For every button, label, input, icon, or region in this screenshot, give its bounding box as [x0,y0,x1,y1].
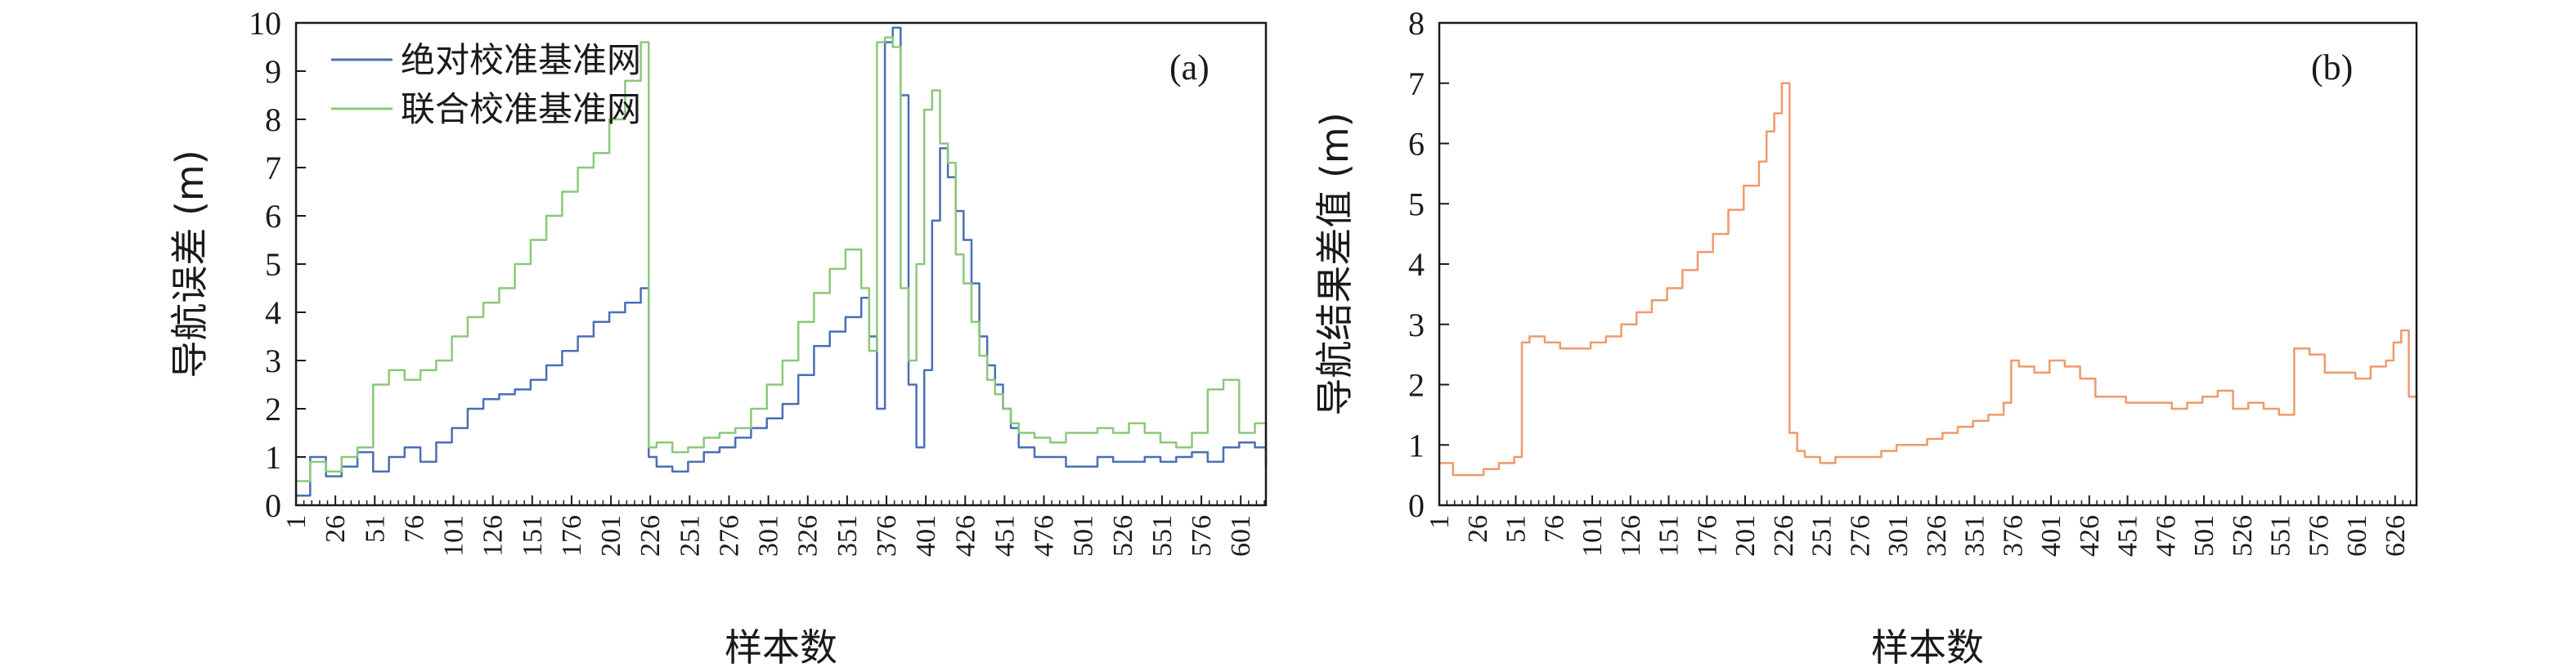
panel-a-series [295,26,1268,497]
x-tick-label: 251 [675,515,705,557]
y-tick-label: 7 [265,150,281,186]
x-tick-label: 126 [478,515,509,557]
panel-a-y-axis-label: 导航误差 (m) [168,150,212,378]
x-tick-label: 426 [950,515,981,557]
panel-b-label: (b) [2311,47,2353,87]
legend-label-joint: 联合校准基准网 [401,89,641,129]
y-tick-label: 4 [265,294,281,331]
panel-b-frame [1438,21,2418,507]
series-line [296,26,1268,497]
x-tick-label: 226 [1769,515,1799,557]
x-tick-label: 26 [321,515,351,543]
x-tick-label: 176 [557,515,587,557]
panel-b-x-axis-label: 样本数 [1871,625,1984,670]
x-tick-label: 351 [1960,515,1990,557]
x-tick-label: 551 [1147,515,1178,557]
x-tick-label: 301 [754,515,784,557]
panel-a-x-axis-label: 样本数 [725,625,837,670]
panel-b-y-axis-label: 导航结果差值 (m) [1313,112,1357,415]
y-tick-label: 2 [1408,367,1425,404]
x-tick-label: 101 [1577,515,1608,557]
x-tick-label: 526 [2228,515,2258,557]
y-tick-label: 6 [265,198,281,235]
y-tick-label: 6 [1408,126,1425,163]
x-tick-label: 451 [2113,515,2143,557]
legend-label-absolute: 绝对校准基准网 [401,40,641,80]
y-tick-label: 8 [1408,5,1425,42]
x-tick-label: 326 [793,515,824,557]
panel-a-y-ticks: 0 1 2 3 4 5 6 7 8 9 10 [249,5,306,524]
x-tick-label: 551 [2266,515,2296,557]
x-tick-label: 501 [1069,515,1099,557]
y-tick-label: 7 [1408,65,1425,102]
panel-b-x-ticks: 1 26 51 76 101 126 151 176 201 226 251 276 301 326 351… [1425,495,2412,557]
x-tick-label: 376 [1998,515,2028,557]
x-tick-label: 151 [1654,515,1685,557]
y-tick-label: 5 [265,246,281,283]
x-tick-label: 326 [1922,515,1952,557]
y-tick-label: 9 [265,53,281,90]
panel-b-y-ticks: 0 1 2 3 4 5 6 7 8 [1408,5,1449,524]
x-tick-label: 451 [990,515,1020,557]
x-tick-label: 201 [596,515,626,557]
x-tick-label: 101 [439,515,469,557]
y-tick-label: 1 [265,439,281,476]
x-tick-label: 51 [360,515,390,543]
series-line [296,36,1268,482]
x-tick-label: 526 [1108,515,1138,557]
x-tick-label: 476 [2151,515,2181,557]
y-tick-label: 3 [265,343,281,379]
x-tick-label: 576 [1187,515,1217,557]
y-tick-label: 0 [265,487,281,524]
y-tick-label: 8 [265,101,281,138]
x-tick-label: 601 [2342,515,2372,557]
x-tick-label: 201 [1730,515,1761,557]
y-tick-label: 4 [1408,246,1425,283]
x-tick-label: 251 [1807,515,1838,557]
x-tick-label: 51 [1501,515,1532,543]
x-tick-label: 376 [872,515,902,557]
x-tick-label: 151 [518,515,548,557]
panel-a-legend: 绝对校准基准网 联合校准基准网 [331,40,641,129]
x-tick-label: 476 [1030,515,1060,557]
x-tick-label: 126 [1616,515,1646,557]
x-tick-label: 401 [911,515,941,557]
x-tick-label: 351 [832,515,863,557]
panel-a-x-ticks: 1 26 51 76 101 126 151 176 201 226 251 276 301 326 351… [281,495,1265,557]
x-tick-label: 76 [1539,515,1569,543]
panel-a-label: (a) [1169,47,1209,87]
panel-b-series [1438,82,2418,482]
y-tick-label: 2 [265,391,281,428]
y-tick-label: 1 [1408,427,1425,464]
y-tick-label: 0 [1408,487,1425,524]
x-tick-label: 26 [1463,515,1493,543]
x-tick-label: 576 [2304,515,2334,557]
x-tick-label: 301 [1883,515,1914,557]
y-tick-label: 10 [249,5,281,42]
y-tick-label: 3 [1408,307,1425,343]
x-tick-label: 426 [2075,515,2105,557]
x-tick-label: 1 [1425,515,1455,529]
x-tick-label: 276 [714,515,744,557]
series-line [1439,82,2418,482]
x-tick-label: 226 [635,515,666,557]
x-tick-label: 1 [281,515,312,529]
x-tick-label: 176 [1692,515,1722,557]
x-tick-label: 601 [1226,515,1256,557]
x-tick-label: 76 [399,515,429,543]
x-tick-label: 626 [2381,515,2411,557]
x-tick-label: 276 [1845,515,1875,557]
y-tick-label: 5 [1408,186,1425,222]
x-tick-label: 401 [2036,515,2067,557]
x-tick-label: 501 [2189,515,2219,557]
